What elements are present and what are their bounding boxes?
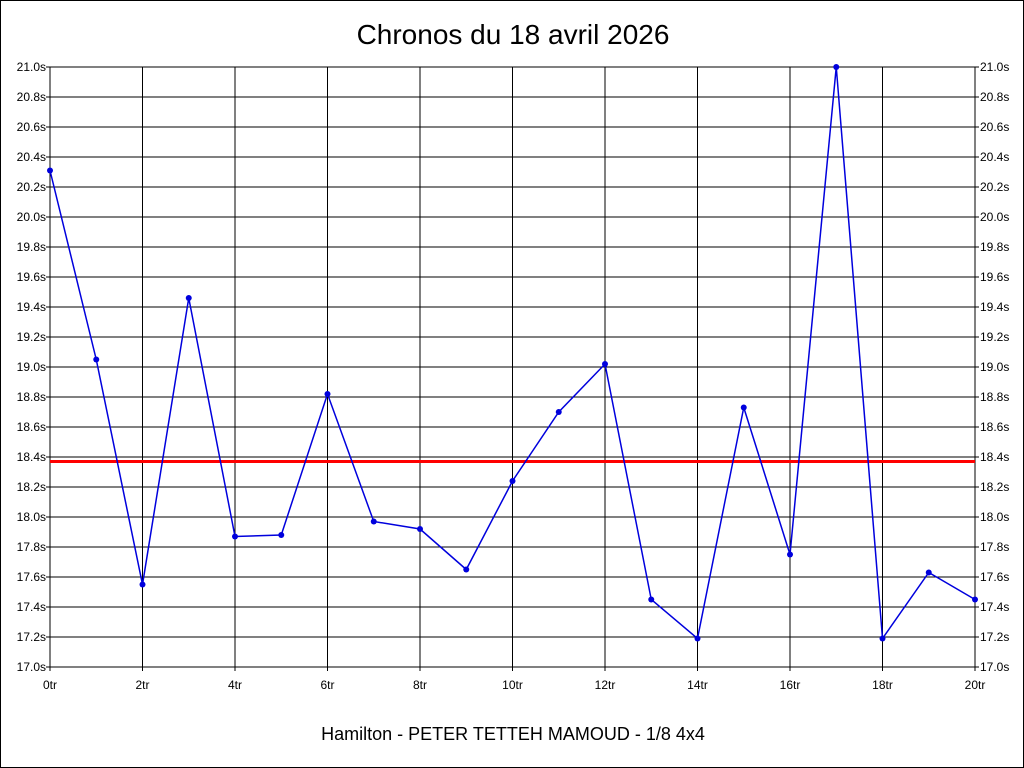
y-tick-label-left: 17.2s xyxy=(17,630,46,644)
data-point xyxy=(139,581,146,588)
y-tick-label-left: 21.0s xyxy=(17,60,46,74)
y-tick-label-right: 17.0s xyxy=(980,660,1009,674)
data-point xyxy=(972,596,978,603)
chart-footer: Hamilton - PETER TETTEH MAMOUD - 1/8 4x4 xyxy=(321,724,705,744)
y-tick-label-right: 17.2s xyxy=(980,630,1009,644)
grid xyxy=(49,66,976,668)
y-tick-label-left: 18.2s xyxy=(17,480,46,494)
x-tick-label: 2tr xyxy=(135,678,149,692)
y-tick-label-left: 20.2s xyxy=(17,180,46,194)
x-axis: 0tr 2tr 4tr 6tr 8tr 10tr 12tr 14tr 16tr 18tr 20tr xyxy=(43,667,985,692)
y-tick-label-left: 17.4s xyxy=(17,600,46,614)
y-tick-label-right: 20.8s xyxy=(980,90,1009,104)
data-point xyxy=(694,635,701,642)
y-tick-label-left: 17.0s xyxy=(17,660,46,674)
y-tick-label-left: 20.8s xyxy=(17,90,46,104)
y-tick-label-right: 17.6s xyxy=(980,570,1009,584)
data-point xyxy=(47,167,53,174)
data-point xyxy=(278,532,285,538)
y-tick-label-right: 20.6s xyxy=(980,120,1009,134)
data-point xyxy=(93,356,100,363)
y-tick-label-left: 19.6s xyxy=(17,270,46,284)
y-tick-label-left: 17.8s xyxy=(17,540,46,554)
chart-title: Chronos du 18 avril 2026 xyxy=(357,19,670,50)
y-tick-label-left: 20.4s xyxy=(17,150,46,164)
data-point xyxy=(324,391,331,397)
y-tick-label-left: 18.0s xyxy=(17,510,46,524)
data-point xyxy=(232,533,238,540)
x-tick-label: 16tr xyxy=(780,678,801,692)
lap-time-series xyxy=(47,64,978,642)
y-tick-label-right: 18.4s xyxy=(980,450,1009,464)
y-tick-label-right: 18.8s xyxy=(980,390,1009,404)
y-tick-label-right: 18.2s xyxy=(980,480,1009,494)
y-tick-label-right: 19.6s xyxy=(980,270,1009,284)
data-point xyxy=(925,569,932,576)
y-tick-label-left: 18.4s xyxy=(17,450,46,464)
y-tick-label-left: 20.6s xyxy=(17,120,46,134)
y-tick-label-left: 17.6s xyxy=(17,570,46,584)
data-point xyxy=(463,566,470,573)
data-point xyxy=(740,404,747,411)
y-tick-label-right: 18.0s xyxy=(980,510,1009,524)
y-tick-label-right: 20.4s xyxy=(980,150,1009,164)
y-tick-label-right: 18.6s xyxy=(980,420,1009,434)
y-tick-label-right: 19.2s xyxy=(980,330,1009,344)
data-point xyxy=(787,551,793,558)
x-tick-label: 20tr xyxy=(965,678,986,692)
x-tick-label: 4tr xyxy=(228,678,242,692)
data-point xyxy=(185,295,192,301)
x-tick-label: 0tr xyxy=(43,678,57,692)
data-point xyxy=(370,518,377,525)
data-point xyxy=(833,64,840,70)
y-tick-label-left: 19.0s xyxy=(17,360,46,374)
y-tick-label-right: 17.8s xyxy=(980,540,1009,554)
y-axis-right: 17.0s 17.2s 17.4s 17.6s 17.8s 18.0s 18.2s 18.4s… xyxy=(975,60,1009,674)
data-point xyxy=(509,478,516,484)
y-tick-label-right: 21.0s xyxy=(980,60,1009,74)
y-tick-label-right: 19.8s xyxy=(980,240,1009,254)
y-tick-label-left: 19.4s xyxy=(17,300,46,314)
y-tick-label-left: 19.8s xyxy=(17,240,46,254)
data-point xyxy=(602,361,608,367)
y-axis-left: 17.0s 17.2s 17.4s 17.6s 17.8s 18.0s 18.2s 18.4s… xyxy=(17,60,50,674)
y-tick-label-right: 17.4s xyxy=(980,600,1009,614)
data-point xyxy=(879,635,886,642)
y-tick-label-left: 19.2s xyxy=(17,330,46,344)
x-tick-label: 6tr xyxy=(320,678,334,692)
x-tick-label: 14tr xyxy=(687,678,708,692)
y-tick-label-left: 18.8s xyxy=(17,390,46,404)
x-tick-label: 8tr xyxy=(413,678,427,692)
x-tick-label: 18tr xyxy=(872,678,893,692)
y-tick-label-right: 20.0s xyxy=(980,210,1009,224)
y-tick-label-right: 20.2s xyxy=(980,180,1009,194)
x-tick-label: 10tr xyxy=(502,678,523,692)
y-tick-label-right: 19.0s xyxy=(980,360,1009,374)
data-point xyxy=(417,526,423,532)
y-tick-label-right: 19.4s xyxy=(980,300,1009,314)
data-point xyxy=(648,596,655,603)
y-tick-label-left: 18.6s xyxy=(17,420,46,434)
y-tick-label-left: 20.0s xyxy=(17,210,46,224)
x-tick-label: 12tr xyxy=(595,678,616,692)
data-point xyxy=(555,409,562,415)
